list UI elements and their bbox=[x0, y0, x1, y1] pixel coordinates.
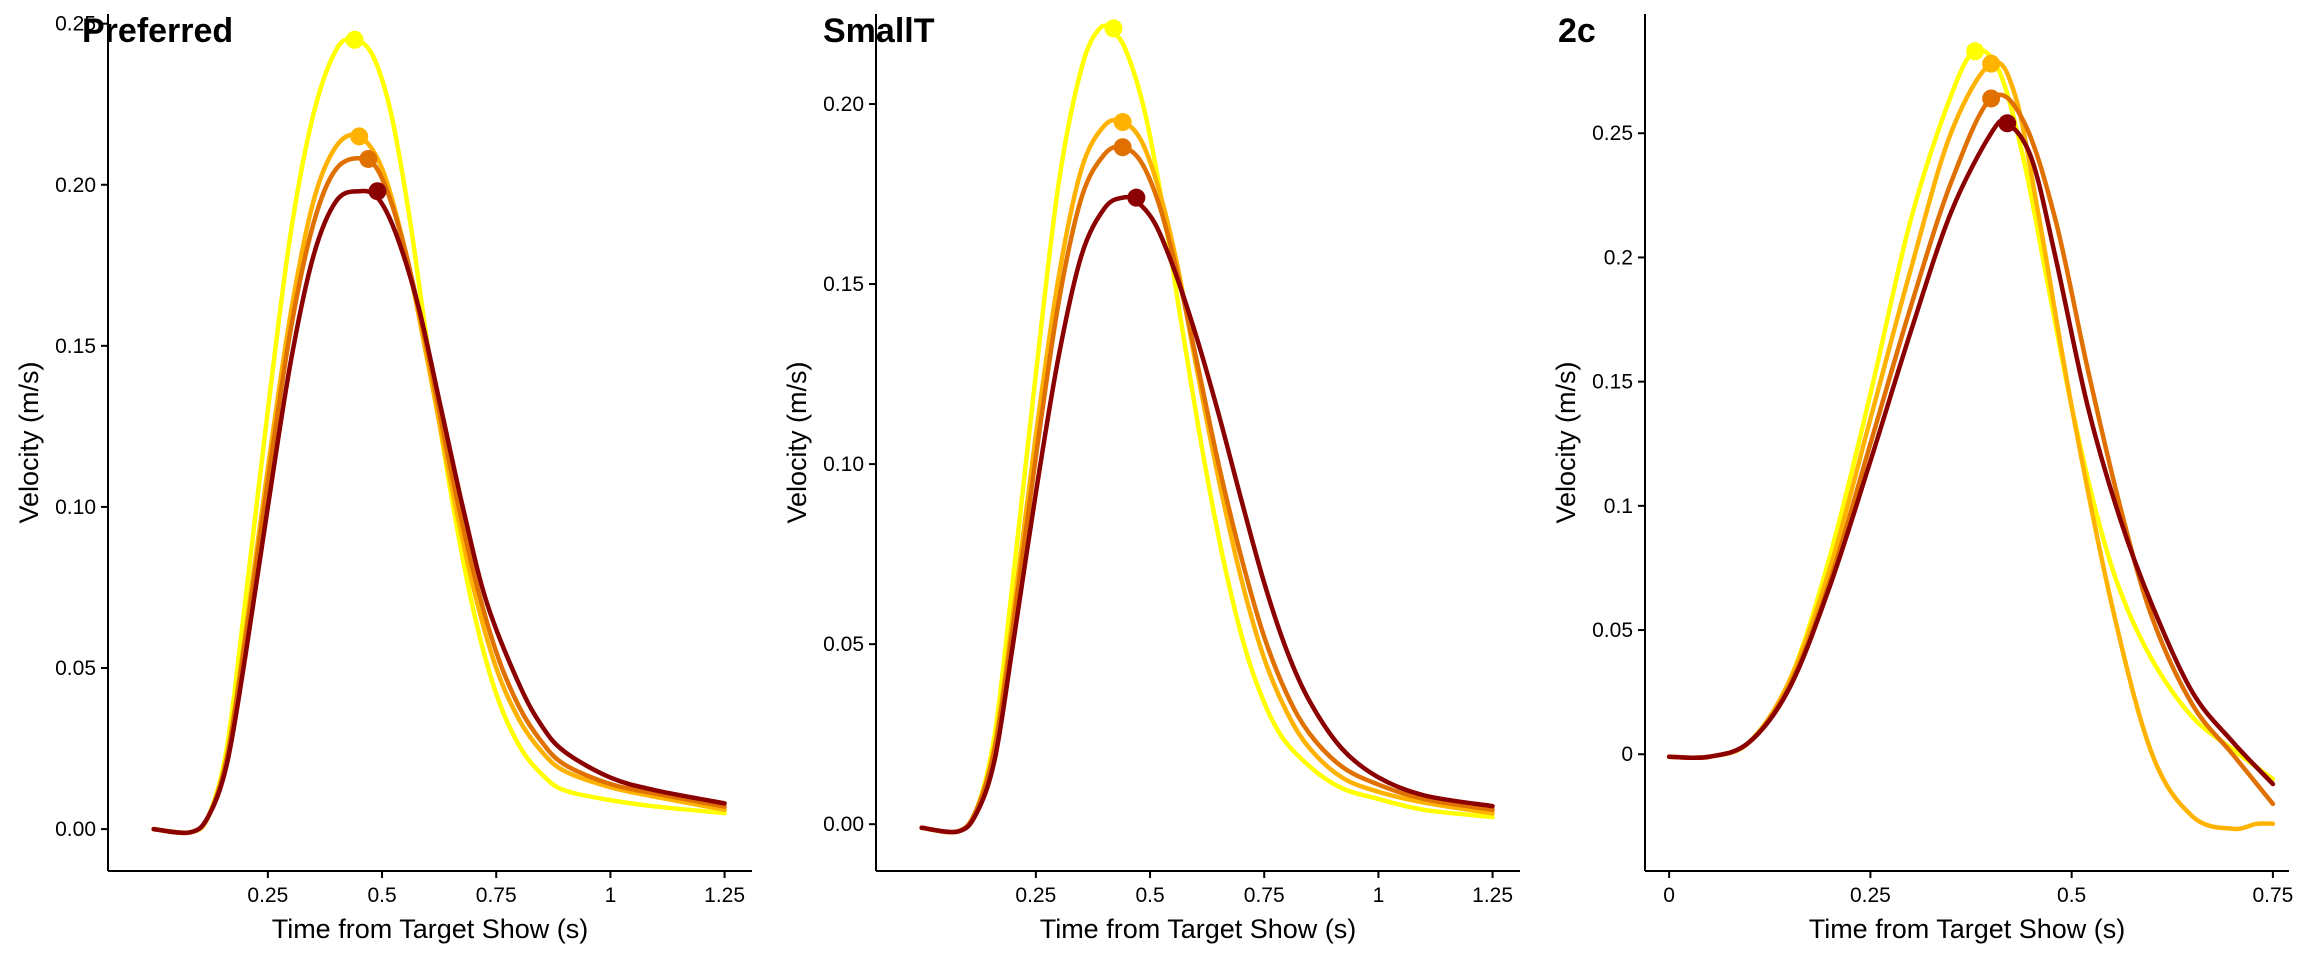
peak-marker-4 bbox=[1998, 114, 2017, 133]
x-axis-title: Time from Target Show (s) bbox=[1040, 914, 1357, 944]
y-tick-label: 0.15 bbox=[55, 335, 96, 358]
x-tick-label: 0.25 bbox=[247, 884, 288, 907]
series-line-3 bbox=[151, 156, 727, 836]
peak-marker-1 bbox=[1966, 42, 1985, 61]
y-tick-label: 0.05 bbox=[1592, 619, 1633, 642]
peak-marker-1 bbox=[345, 30, 364, 49]
peak-marker-4 bbox=[368, 182, 387, 201]
x-axis-title: Time from Target Show (s) bbox=[1809, 914, 2126, 944]
y-tick-label: 0.25 bbox=[1592, 122, 1633, 145]
x-tick-label: 1.25 bbox=[704, 884, 745, 907]
x-tick-label: 0.75 bbox=[2252, 884, 2293, 907]
series-line-3 bbox=[1666, 92, 2276, 807]
y-tick-label: 0.00 bbox=[55, 818, 96, 841]
x-tick-label: 0.75 bbox=[1244, 884, 1285, 907]
peak-marker-1 bbox=[1104, 19, 1123, 38]
x-tick-label: 0.5 bbox=[1135, 884, 1164, 907]
x-tick-label: 0.75 bbox=[476, 884, 517, 907]
y-tick-label: 0.25 bbox=[55, 13, 96, 36]
y-tick-label: 0.20 bbox=[823, 93, 864, 116]
panel-3: 0 0.05 0.1 0.15 0.2 0.25 0 0.25 0.5 0.75 Time from… bbox=[1551, 12, 2293, 944]
peak-marker-2 bbox=[350, 127, 369, 146]
series-line-1 bbox=[151, 36, 727, 836]
y-tick-label: 0.05 bbox=[55, 657, 96, 680]
y-tick-label: 0.05 bbox=[823, 633, 864, 656]
y-axis-title: Velocity (m/s) bbox=[782, 361, 812, 523]
x-tick-label: 0.25 bbox=[1850, 884, 1891, 907]
peak-marker-3 bbox=[1113, 138, 1132, 157]
panel-1: 0.00 0.05 0.10 0.15 0.20 0.25 0.25 0.5 0.75 1 1.25… bbox=[14, 12, 752, 944]
y-tick-label: 0.15 bbox=[1592, 371, 1633, 394]
x-tick-label: 0 bbox=[1663, 884, 1675, 907]
x-tick-label: 0.5 bbox=[367, 884, 396, 907]
y-tick-label: 0.1 bbox=[1604, 495, 1633, 518]
y-tick-label: 0.20 bbox=[55, 174, 96, 197]
y-axis-title: Velocity (m/s) bbox=[1551, 361, 1581, 523]
peak-marker-2 bbox=[1982, 54, 2001, 73]
x-axis-title: Time from Target Show (s) bbox=[272, 914, 589, 944]
panel-title: SmallT bbox=[823, 12, 935, 50]
y-tick-label: 0 bbox=[1621, 743, 1633, 766]
x-tick-label: 0.5 bbox=[2057, 884, 2086, 907]
series-line-4 bbox=[919, 194, 1495, 835]
y-tick-label: 0.2 bbox=[1604, 246, 1633, 269]
panel-title: Preferred bbox=[82, 12, 233, 50]
panel-2: 0.00 0.05 0.10 0.15 0.20 0.25 0.5 0.75 1 1.25 Time… bbox=[782, 12, 1520, 944]
series-line-4 bbox=[151, 188, 727, 836]
y-tick-label: 0.10 bbox=[55, 496, 96, 519]
peak-marker-3 bbox=[1982, 89, 2001, 108]
panel-title: 2c bbox=[1558, 12, 1596, 50]
x-tick-label: 0.25 bbox=[1015, 884, 1056, 907]
y-tick-label: 0.10 bbox=[823, 453, 864, 476]
y-tick-label: 0.00 bbox=[823, 813, 864, 836]
x-tick-label: 1.25 bbox=[1472, 884, 1513, 907]
y-tick-label: 0.15 bbox=[823, 273, 864, 296]
x-tick-label: 1 bbox=[605, 884, 617, 907]
x-tick-label: 1 bbox=[1373, 884, 1385, 907]
series-line-3 bbox=[919, 144, 1495, 835]
series-line-2 bbox=[1666, 59, 2276, 832]
peak-marker-2 bbox=[1113, 113, 1132, 132]
y-axis-title: Velocity (m/s) bbox=[14, 361, 44, 523]
series-line-1 bbox=[919, 23, 1495, 835]
peak-marker-4 bbox=[1127, 188, 1146, 207]
series-line-2 bbox=[151, 132, 727, 836]
peak-marker-3 bbox=[359, 149, 378, 168]
